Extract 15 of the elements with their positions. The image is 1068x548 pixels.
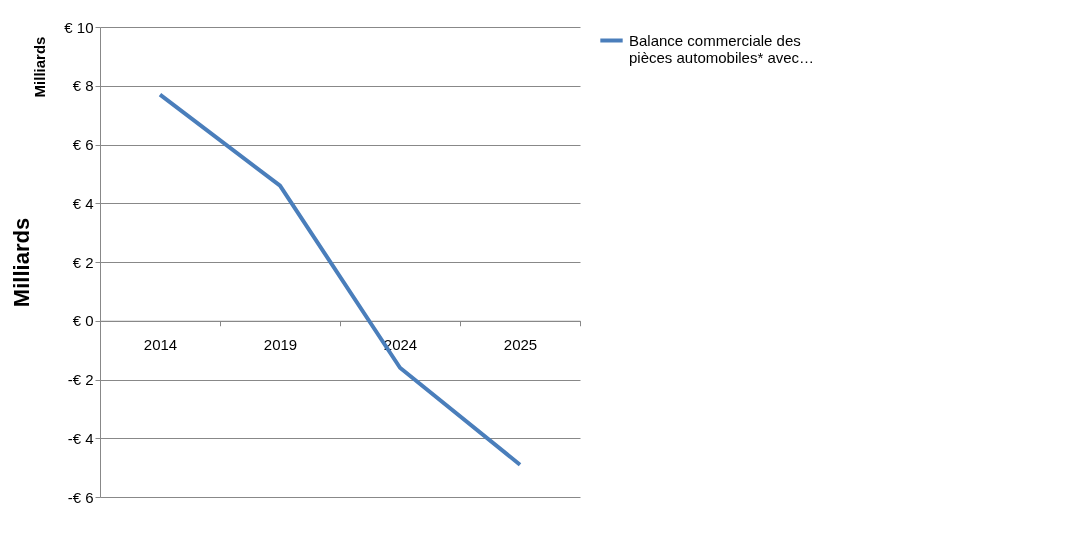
legend-label: Balance commerciale des pièces automobiles* avec… bbox=[629, 31, 815, 66]
y-tick-label: -€ 2 bbox=[67, 371, 94, 388]
text: Milliards bbox=[31, 36, 48, 98]
y-tick-label: € 10 bbox=[64, 18, 94, 36]
x-tick-label: 2019 bbox=[263, 336, 298, 354]
y-axis-title: Milliards bbox=[9, 217, 35, 308]
y-tick-label: € 6 bbox=[72, 136, 94, 153]
y-tick-label: -€ 4 bbox=[67, 429, 94, 447]
x-tick-label: 2014 bbox=[143, 336, 178, 354]
y-tick-label: € 2 bbox=[72, 253, 94, 271]
y-tick-label: € 8 bbox=[72, 77, 94, 95]
y-tick-label: -€ 6 bbox=[67, 488, 94, 506]
x-tick-label: 2025 bbox=[503, 336, 538, 354]
y-tick-label: € 4 bbox=[72, 194, 94, 212]
y-tick-label: € 0 bbox=[72, 312, 94, 330]
